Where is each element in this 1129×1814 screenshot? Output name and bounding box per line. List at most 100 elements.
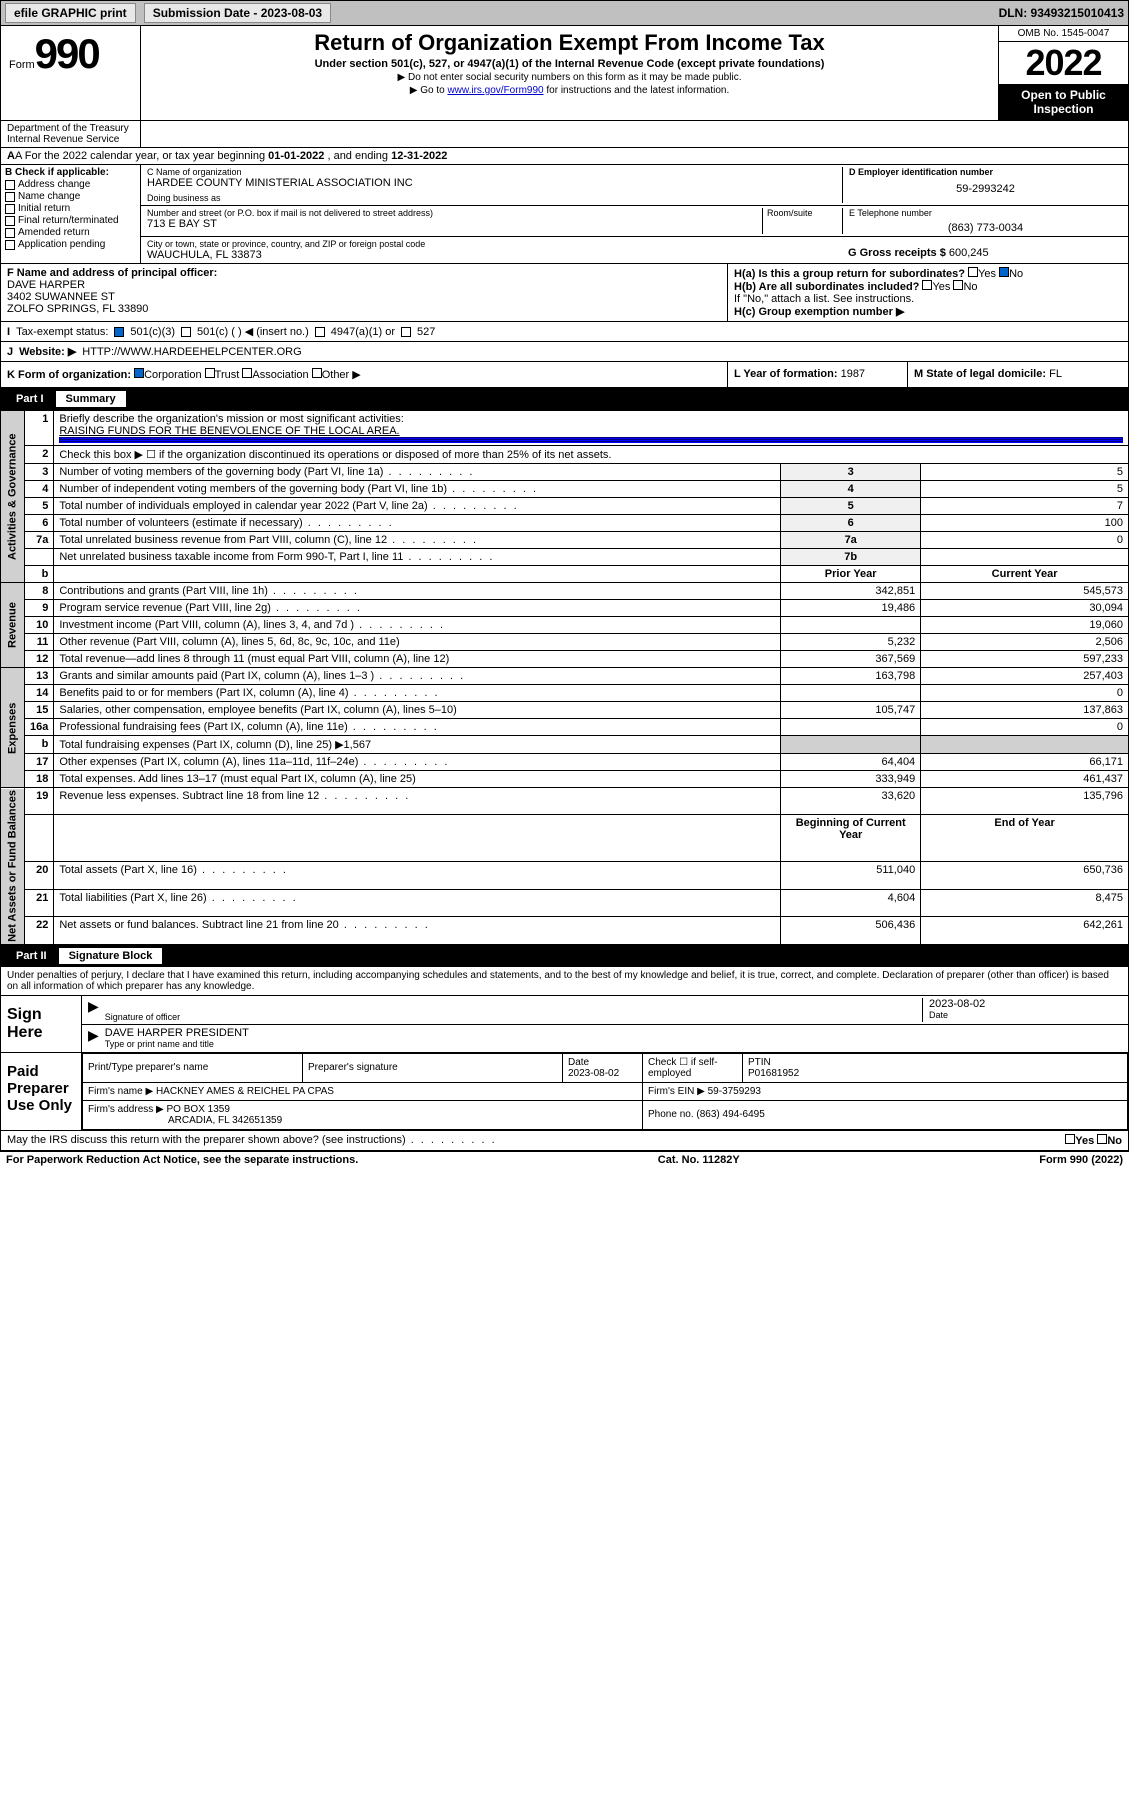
sign-here-section: Sign Here ▶ Signature of officer 2023-08… — [0, 996, 1129, 1053]
hb-label: H(b) Are all subordinates included? — [734, 281, 919, 293]
e-label: E Telephone number — [849, 208, 1122, 218]
section-b-thru-g: B Check if applicable: Address change Na… — [0, 165, 1129, 264]
form-note-2: ▶ Go to www.irs.gov/Form990 for instruct… — [145, 85, 994, 96]
tax-year: 2022 — [999, 42, 1128, 84]
vtab-expenses: Expenses — [1, 668, 25, 788]
phone-value: (863) 773-0034 — [849, 222, 1122, 234]
sign-here-label: Sign Here — [1, 996, 81, 1052]
app-pending-checkbox[interactable] — [5, 240, 15, 250]
501c-checkbox[interactable] — [181, 327, 191, 337]
vtab-activities: Activities & Governance — [1, 411, 25, 583]
v7b — [921, 549, 1129, 566]
footer-right: Form 990 (2022) — [1039, 1154, 1123, 1166]
hb-no-checkbox[interactable] — [953, 280, 963, 290]
discuss-no-checkbox[interactable] — [1097, 1134, 1107, 1144]
org-name: HARDEE COUNTY MINISTERIAL ASSOCIATION IN… — [147, 177, 842, 189]
klm-row: K Form of organization: Corporation Trus… — [0, 362, 1129, 388]
gross-receipts: 600,245 — [949, 247, 989, 259]
hdr-eoy: End of Year — [921, 815, 1129, 862]
firm-addr2: ARCADIA, FL 342651359 — [88, 1115, 282, 1126]
dba-label: Doing business as — [147, 193, 842, 203]
mission-text: RAISING FUNDS FOR THE BENEVOLENCE OF THE… — [59, 425, 399, 437]
g-label: G Gross receipts $ — [848, 247, 946, 259]
footer: For Paperwork Reduction Act Notice, see … — [0, 1151, 1129, 1168]
self-emp-check[interactable]: Check ☐ if self-employed — [643, 1053, 743, 1082]
firm-ein: 59-3759293 — [708, 1086, 761, 1097]
v6: 100 — [921, 515, 1129, 532]
c-name-label: C Name of organization — [147, 167, 842, 177]
irs-link[interactable]: www.irs.gov/Form990 — [447, 85, 543, 96]
v7a: 0 — [921, 532, 1129, 549]
j-label: Website: ▶ — [19, 345, 76, 358]
part2-label: Part II — [8, 950, 55, 962]
firm-addr1: PO BOX 1359 — [167, 1104, 230, 1115]
submission-date-label: Submission Date - 2023-08-03 — [144, 3, 331, 23]
arrow-icon: ▶ — [88, 998, 99, 1022]
d-label: D Employer identification number — [849, 167, 1122, 177]
arrow-icon: ▶ — [88, 1027, 99, 1049]
v3: 5 — [921, 464, 1129, 481]
top-bar: efile GRAPHIC print Submission Date - 20… — [0, 0, 1129, 26]
dept-label: Department of the Treasury Internal Reve… — [1, 121, 141, 147]
f-label: F Name and address of principal officer: — [7, 267, 721, 279]
line-a: AA For the 2022 calendar year, or tax ye… — [0, 148, 1129, 165]
501c3-checkbox[interactable] — [114, 327, 124, 337]
hb-yes-checkbox[interactable] — [922, 280, 932, 290]
j-row: JWebsite: ▶ HTTP://WWW.HARDEEHELPCENTER.… — [0, 342, 1129, 362]
trust-checkbox[interactable] — [205, 368, 215, 378]
website-value: HTTP://WWW.HARDEEHELPCENTER.ORG — [82, 346, 301, 358]
form-word: Form — [9, 59, 35, 71]
l-label: L Year of formation: — [734, 368, 838, 380]
efile-print-button[interactable]: efile GRAPHIC print — [5, 3, 136, 23]
part1-header: Part I Summary — [0, 388, 1129, 410]
4947-checkbox[interactable] — [315, 327, 325, 337]
i-label: Tax-exempt status: — [16, 326, 108, 338]
officer-street: 3402 SUWANNEE ST — [7, 291, 721, 303]
officer-name: DAVE HARPER — [7, 279, 721, 291]
assoc-checkbox[interactable] — [242, 368, 252, 378]
addr-change-checkbox[interactable] — [5, 180, 15, 190]
form-number: 990 — [35, 30, 99, 77]
v5: 7 — [921, 498, 1129, 515]
hdr-curr: Current Year — [921, 566, 1129, 583]
ha-yes-checkbox[interactable] — [968, 267, 978, 277]
part1-title: Summary — [56, 391, 126, 407]
other-checkbox[interactable] — [312, 368, 322, 378]
ha-no-checkbox[interactable] — [999, 267, 1009, 277]
v4: 5 — [921, 481, 1129, 498]
527-checkbox[interactable] — [401, 327, 411, 337]
paid-preparer-section: Paid Preparer Use Only Print/Type prepar… — [0, 1053, 1129, 1131]
l-value: 1987 — [841, 368, 865, 380]
discuss-yes-checkbox[interactable] — [1065, 1134, 1075, 1144]
hc-label: H(c) Group exemption number ▶ — [734, 306, 904, 318]
firm-name: HACKNEY AMES & REICHEL PA CPAS — [156, 1086, 334, 1097]
k-label: K Form of organization: — [7, 369, 131, 381]
vtab-net-assets: Net Assets or Fund Balances — [1, 788, 25, 945]
hdr-boy: Beginning of Current Year — [781, 815, 921, 862]
part2-header: Part II Signature Block — [0, 945, 1129, 967]
m-label: M State of legal domicile: — [914, 368, 1046, 380]
footer-left: For Paperwork Reduction Act Notice, see … — [6, 1154, 358, 1166]
dept-row: Department of the Treasury Internal Reve… — [0, 121, 1129, 148]
ein-value: 59-2993242 — [849, 183, 1122, 195]
col-b: B Check if applicable: Address change Na… — [1, 165, 141, 263]
amended-return-checkbox[interactable] — [5, 228, 15, 238]
addr-label: Number and street (or P.O. box if mail i… — [147, 208, 433, 218]
final-return-checkbox[interactable] — [5, 216, 15, 226]
officer-city: ZOLFO SPRINGS, FL 33890 — [7, 303, 721, 315]
inspection-label: Open to Public Inspection — [999, 84, 1128, 120]
part1-label: Part I — [8, 393, 52, 405]
sig-officer-label: Signature of officer — [105, 1012, 922, 1022]
sig-date: 2023-08-02 — [929, 998, 1122, 1010]
initial-return-checkbox[interactable] — [5, 204, 15, 214]
corp-checkbox[interactable] — [134, 368, 144, 378]
city-value: WAUCHULA, FL 33873 — [147, 249, 842, 261]
city-label: City or town, state or province, country… — [147, 239, 842, 249]
part2-title: Signature Block — [59, 948, 163, 964]
preparer-table: Print/Type preparer's name Preparer's si… — [82, 1053, 1128, 1130]
ha-label: H(a) Is this a group return for subordin… — [734, 268, 965, 280]
name-change-checkbox[interactable] — [5, 192, 15, 202]
hdr-prior: Prior Year — [781, 566, 921, 583]
form-note-1: ▶ Do not enter social security numbers o… — [145, 72, 994, 83]
ptin-value: P01681952 — [748, 1068, 799, 1079]
